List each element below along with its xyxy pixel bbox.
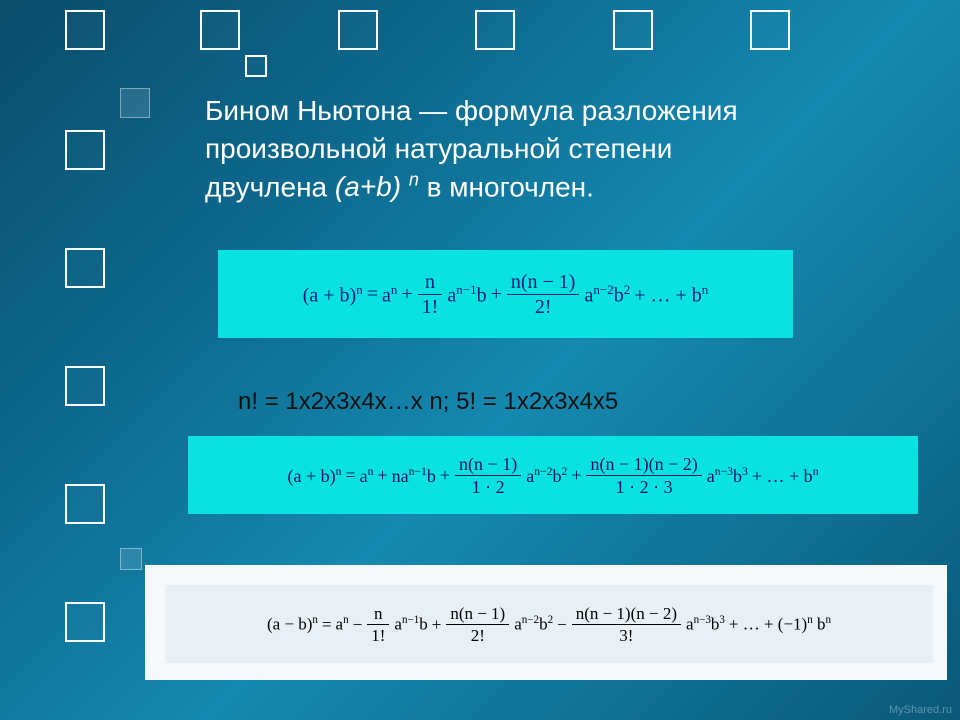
- heading-line2: произвольной натуральной степени: [205, 133, 672, 164]
- decorative-square: [613, 10, 653, 50]
- f1-frac3: n(n − 1) 2!: [507, 272, 580, 317]
- factorial-definition: n! = 1x2x3x4x…x n; 5! = 1x2x3x4x5: [238, 388, 618, 416]
- formula-box-2: (a + b)n = an + nan−1b + n(n − 1) 1 · 2 …: [188, 436, 918, 514]
- f1-t3: an−2b2: [584, 283, 630, 306]
- f1-lhs: (a + b)n: [303, 283, 363, 306]
- decorative-square: [65, 602, 105, 642]
- decorative-square: [65, 10, 105, 50]
- f1-t1: an: [382, 283, 397, 306]
- decorative-square: [120, 548, 142, 570]
- decorative-square: [200, 10, 240, 50]
- decorative-square: [475, 10, 515, 50]
- formula-box-3: (a − b)n = an − n 1! an−1b + n(n − 1) 2!…: [165, 585, 933, 663]
- heading-inline-formula: (a+b) n: [335, 171, 427, 202]
- decorative-square: [245, 55, 267, 77]
- heading-line3b: в многочлен.: [427, 171, 594, 202]
- f3-lhs: (a − b)n: [267, 615, 318, 633]
- watermark: MyShared.ru: [889, 704, 952, 716]
- decorative-square: [338, 10, 378, 50]
- decorative-square: [65, 248, 105, 288]
- f1-tail: + … + bn: [634, 283, 708, 306]
- slide-background: Бином Ньютона — формула разложения произ…: [0, 0, 960, 720]
- heading-line3a: двучлена: [205, 171, 335, 202]
- heading-line1: Бином Ньютона — формула разложения: [205, 95, 738, 126]
- decorative-square: [65, 484, 105, 524]
- slide-heading: Бином Ньютона — формула разложения произ…: [205, 92, 895, 206]
- decorative-square: [750, 10, 790, 50]
- f1-frac2: n 1!: [418, 272, 443, 317]
- f1-t2: an−1b: [447, 283, 486, 306]
- decorative-square: [120, 88, 150, 118]
- decorative-square: [65, 130, 105, 170]
- decorative-square: [65, 366, 105, 406]
- f2-lhs: (a + b)n: [287, 466, 341, 485]
- formula-box-1: (a + b)n = an + n 1! an−1b + n(n − 1) 2!…: [218, 250, 793, 338]
